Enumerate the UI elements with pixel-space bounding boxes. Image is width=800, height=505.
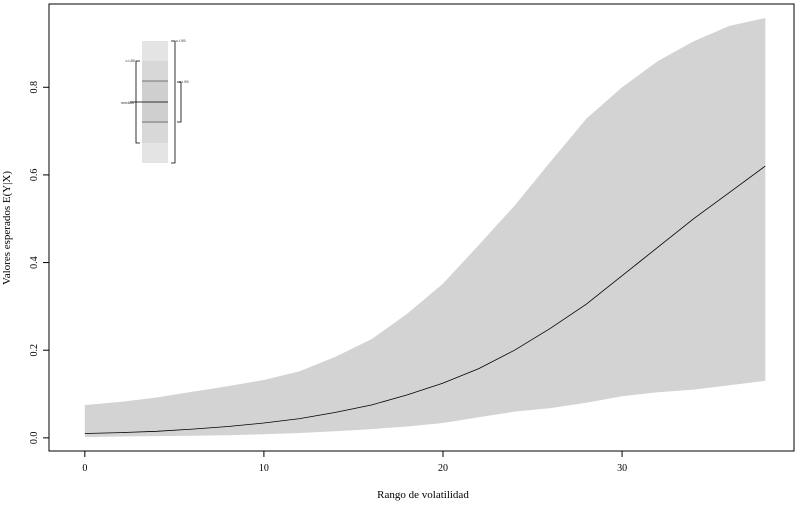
legend-inset: c.i.95 c.i.95 c.i.80 median bbox=[121, 38, 189, 164]
legend-label-mid: c.i.80 bbox=[125, 58, 135, 63]
x-axis-title: Rango de volatilidad bbox=[377, 489, 469, 501]
y-tick-label: 0.0 bbox=[29, 432, 40, 445]
y-tick-label: 0.8 bbox=[29, 81, 40, 94]
x-tick-label: 30 bbox=[617, 463, 627, 474]
legend-label-inner: c.i.95 bbox=[179, 79, 189, 84]
y-tick-label: 0.4 bbox=[29, 256, 40, 269]
x-tick-label: 0 bbox=[82, 463, 87, 474]
legend-bracket-outer bbox=[171, 40, 176, 164]
y-tick-label: 0.2 bbox=[29, 344, 40, 357]
x-tick-label: 20 bbox=[438, 463, 448, 474]
legend-bracket-inner bbox=[177, 81, 182, 123]
expected-value-line bbox=[84, 165, 766, 434]
y-tick-label: 0.6 bbox=[29, 169, 40, 182]
axes-layer: 0 10 20 30 0.0 0.2 0.4 0.6 0.8 bbox=[29, 81, 627, 474]
legend-label-outer: c.i.95 bbox=[176, 38, 186, 43]
y-axis-title: Valores esperados E(Y|X) bbox=[1, 171, 13, 285]
legend-label-median: median bbox=[121, 100, 134, 105]
confidence-band bbox=[84, 18, 766, 437]
data-layer bbox=[84, 18, 766, 437]
x-tick-label: 10 bbox=[259, 463, 269, 474]
